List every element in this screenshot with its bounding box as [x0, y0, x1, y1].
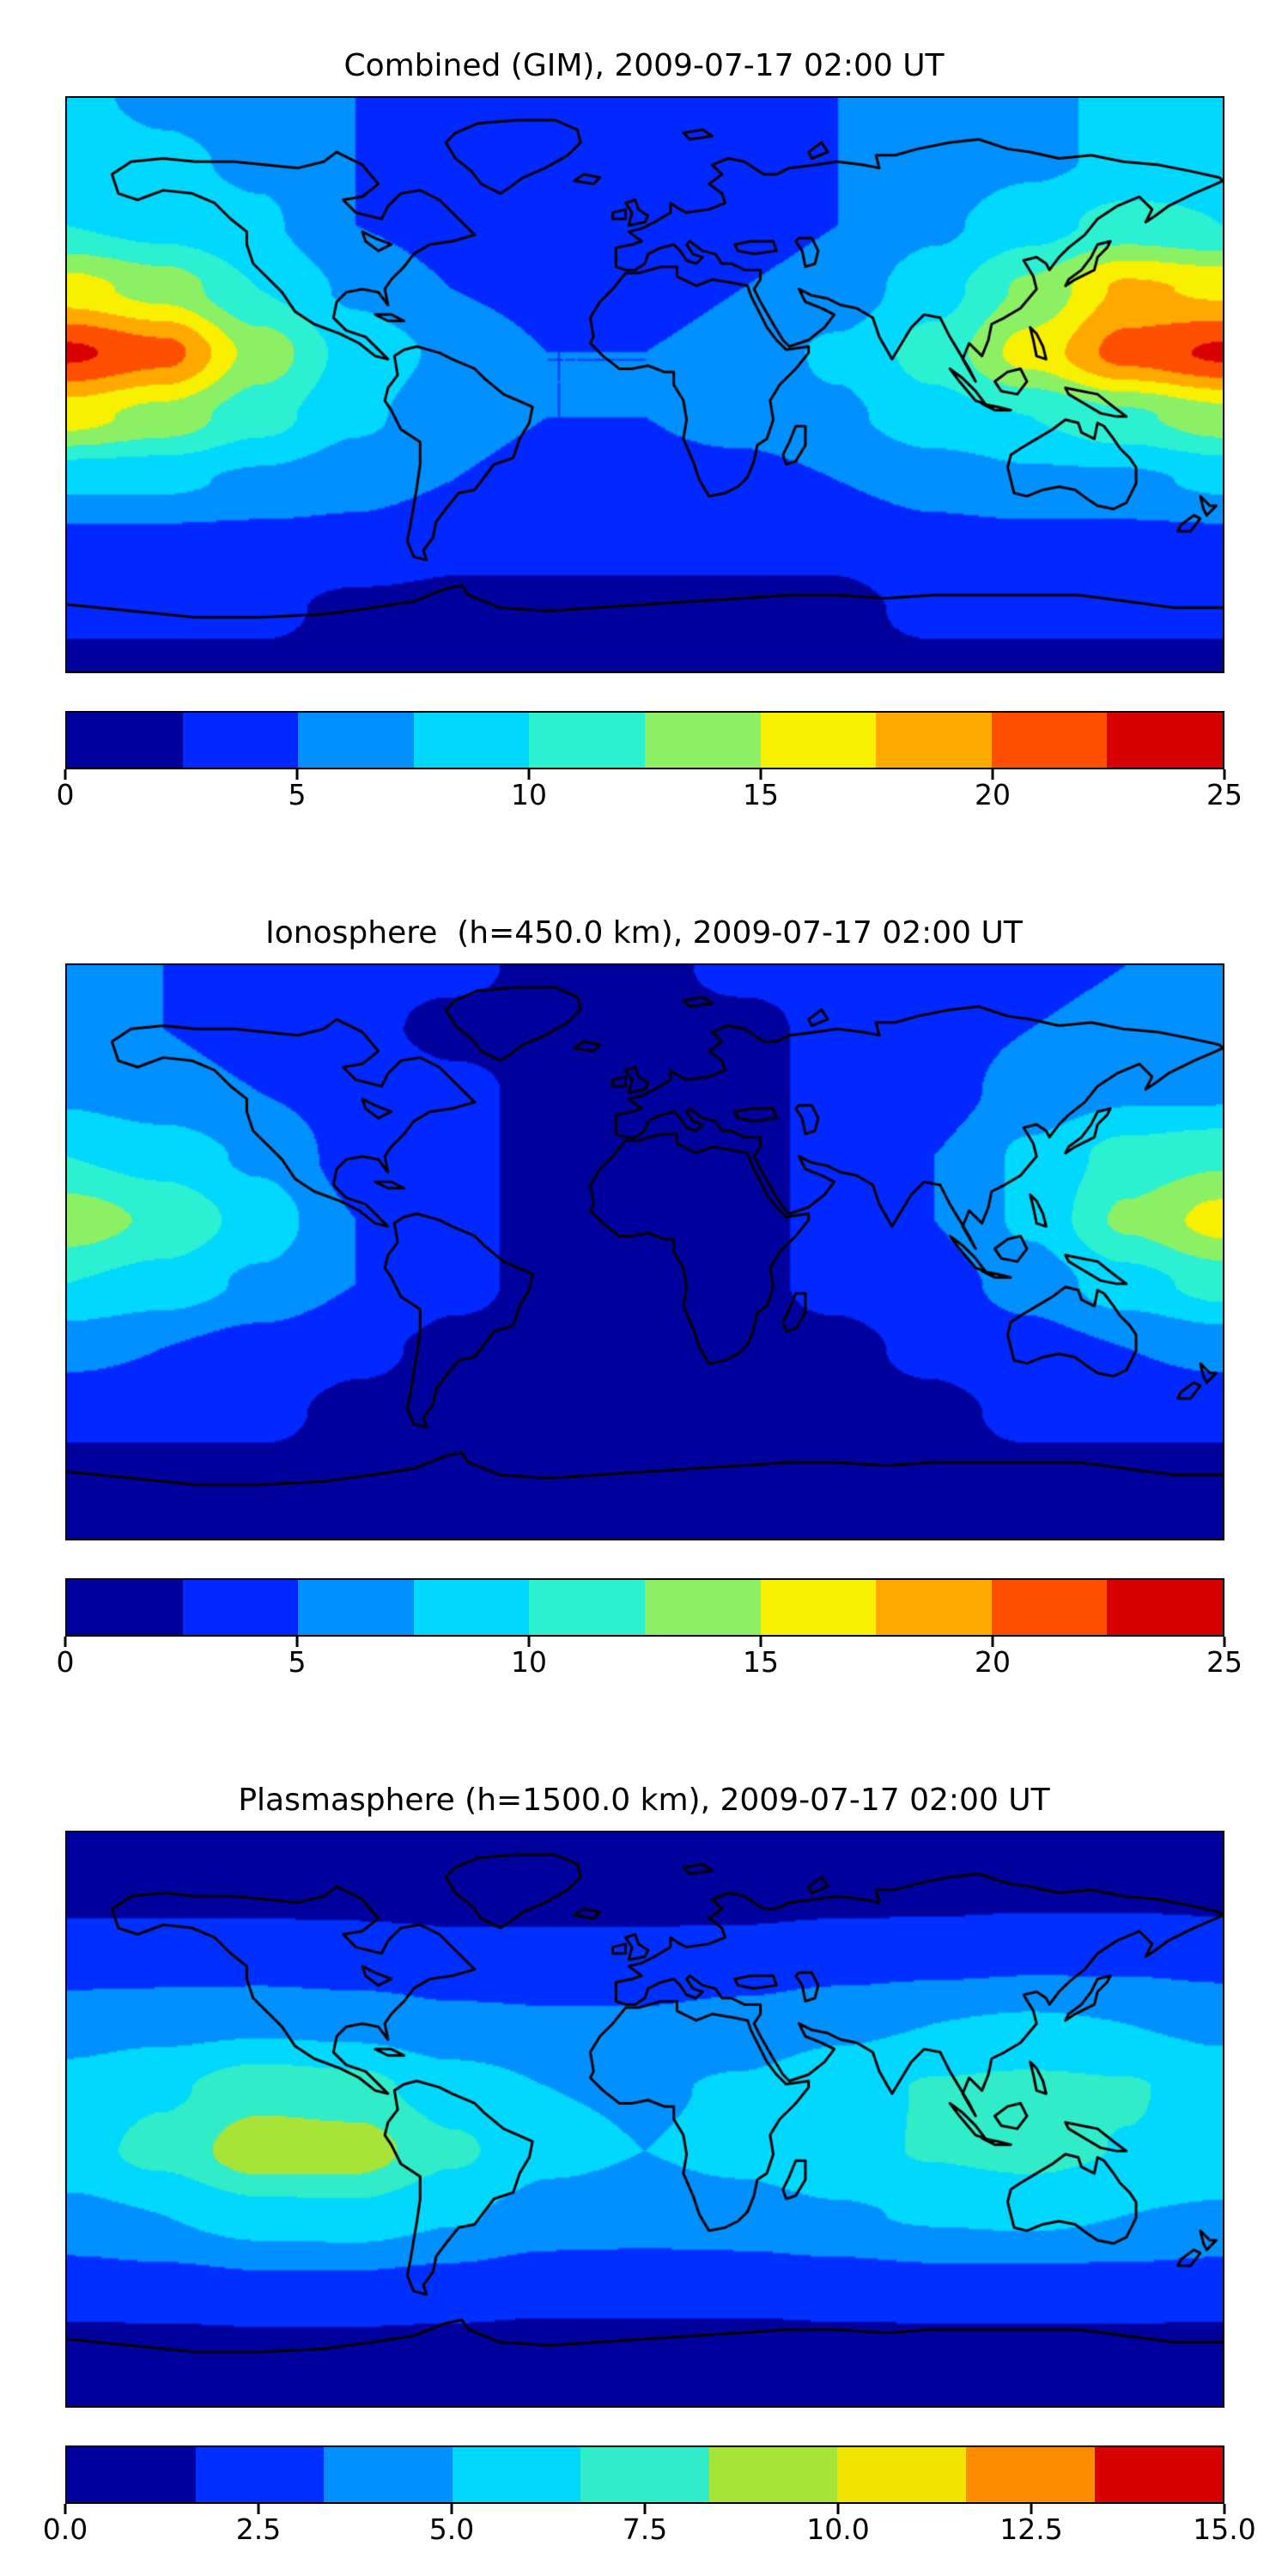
colorbar-tick-label: 25 — [1206, 778, 1242, 811]
colorbar-tick-label: 2.5 — [235, 2512, 282, 2546]
colorbar-tick-mark — [64, 1637, 67, 1647]
colorbar-ticks-ionosphere: 0 5 10 15 20 25 — [57, 1637, 1242, 1680]
combined-gim-map — [67, 98, 1223, 671]
colorbar-tick-mark — [295, 1637, 299, 1647]
colorbar-tick-mark — [991, 1637, 994, 1647]
panel-title-ionosphere: Ionosphere (h=450.0 km), 2009-07-17 02:0… — [265, 915, 1023, 951]
colorbar-tick-label: 5 — [288, 1645, 307, 1679]
colorbar-tick-label: 0 — [56, 778, 75, 811]
colorbar-plasmasphere — [65, 2445, 1224, 2504]
colorbar-segment — [876, 1580, 992, 1635]
colorbar-segment — [67, 2447, 196, 2502]
colorbar-tick-label: 10.0 — [806, 2512, 870, 2546]
colorbar-tick-label: 10 — [511, 1645, 547, 1679]
colorbar-tick-mark — [836, 2504, 840, 2514]
colorbar-tick-mark — [759, 769, 762, 780]
colorbar-ionosphere — [65, 1578, 1224, 1637]
colorbar-segment — [644, 713, 761, 768]
colorbar-tick-mark — [1223, 2504, 1226, 2514]
colorbar-tick-label: 20 — [975, 778, 1011, 811]
map-frame-plasmasphere — [65, 1831, 1224, 2408]
colorbar-segment — [965, 2447, 1095, 2502]
colorbar-tick-label: 0.0 — [42, 2512, 88, 2546]
colorbar-tick-label: 25 — [1206, 1645, 1242, 1679]
colorbar-segment — [760, 713, 877, 768]
colorbar-tick-mark — [64, 769, 67, 780]
colorbar-tick-mark — [527, 1637, 531, 1647]
colorbar-tick-label: 15 — [743, 1645, 779, 1679]
colorbar-tick-mark — [1030, 2504, 1033, 2514]
colorbar-tick-mark — [991, 769, 994, 780]
panel-title-plasmasphere: Plasmasphere (h=1500.0 km), 2009-07-17 0… — [238, 1783, 1050, 1818]
colorbar-segment — [298, 1580, 414, 1635]
colorbar-segment — [1107, 713, 1223, 768]
colorbar-tick-label: 5 — [288, 778, 307, 811]
map-frame-ionosphere — [65, 963, 1224, 1540]
colorbar-combined — [65, 711, 1224, 769]
colorbar-tick-mark — [450, 2504, 453, 2514]
colorbar-tick-label: 15 — [743, 778, 779, 811]
colorbar-tick-mark — [527, 769, 531, 780]
colorbar-tick-mark — [295, 769, 299, 780]
panel-ionosphere: Ionosphere (h=450.0 km), 2009-07-17 02:0… — [57, 915, 1243, 1680]
colorbar-tick-label: 10 — [511, 778, 547, 811]
colorbar-segment — [1094, 2447, 1224, 2502]
map-frame-combined — [65, 96, 1224, 673]
panel-combined-gim: Combined (GIM), 2009-07-17 02:00 UT 0 5 10… — [57, 48, 1243, 812]
colorbar-segment — [298, 713, 414, 768]
colorbar-segment — [760, 1580, 877, 1635]
colorbar-tick-label: 7.5 — [622, 2512, 668, 2546]
colorbar-segment — [67, 1580, 183, 1635]
colorbar-tick-label: 5.0 — [428, 2512, 475, 2546]
colorbar-segment — [413, 1580, 530, 1635]
colorbar-tick-mark — [1223, 1637, 1226, 1647]
colorbar-segment — [182, 1580, 299, 1635]
colorbar-tick-mark — [1223, 769, 1226, 780]
colorbar-segment — [529, 1580, 645, 1635]
panel-plasmasphere: Plasmasphere (h=1500.0 km), 2009-07-17 0… — [43, 1783, 1256, 2547]
colorbar-tick-mark — [759, 1637, 762, 1647]
colorbar-segment — [529, 713, 645, 768]
colorbar-segment — [644, 1580, 761, 1635]
colorbar-segment — [1107, 1580, 1223, 1635]
colorbar-segment — [991, 1580, 1108, 1635]
colorbar-segment — [837, 2447, 966, 2502]
colorbar-segment — [182, 713, 299, 768]
panel-title-combined: Combined (GIM), 2009-07-17 02:00 UT — [343, 48, 945, 83]
colorbar-segment — [324, 2447, 453, 2502]
ionosphere-map — [67, 965, 1223, 1539]
colorbar-tick-label: 12.5 — [999, 2512, 1063, 2546]
colorbar-segment — [195, 2447, 325, 2502]
colorbar-ticks-plasmasphere: 0.0 2.5 5.0 7.5 10.0 12.5 15.0 — [43, 2504, 1256, 2547]
plasmasphere-map — [67, 1832, 1223, 2406]
colorbar-ticks-combined: 0 5 10 15 20 25 — [57, 769, 1242, 812]
colorbar-tick-mark — [64, 2504, 67, 2514]
colorbar-segment — [413, 713, 530, 768]
colorbar-tick-mark — [643, 2504, 647, 2514]
colorbar-segment — [876, 713, 992, 768]
colorbar-tick-mark — [257, 2504, 260, 2514]
colorbar-segment — [991, 713, 1108, 768]
colorbar-segment — [452, 2447, 581, 2502]
colorbar-tick-label: 15.0 — [1193, 2512, 1256, 2546]
colorbar-segment — [67, 713, 183, 768]
colorbar-segment — [708, 2447, 838, 2502]
colorbar-tick-label: 0 — [56, 1645, 75, 1679]
colorbar-tick-label: 20 — [975, 1645, 1011, 1679]
colorbar-segment — [580, 2447, 709, 2502]
